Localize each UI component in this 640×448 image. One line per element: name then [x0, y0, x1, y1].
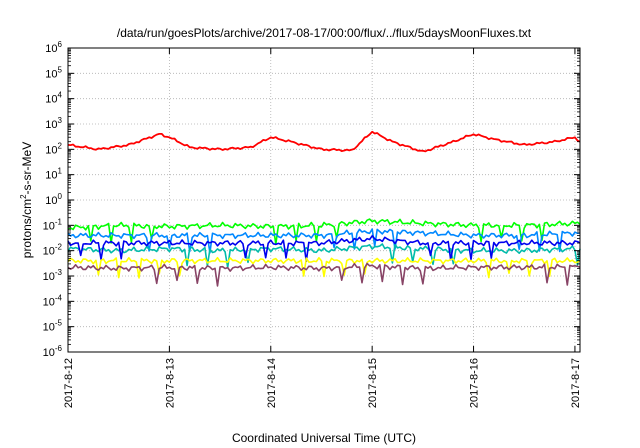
x-tick-label: 2017-8-15: [367, 358, 379, 408]
y-tick-label: 100: [45, 192, 62, 207]
y-tick-exp: 0: [58, 192, 63, 201]
y-tick-exp: 6: [58, 40, 63, 49]
y-tick-exp: -5: [55, 319, 63, 328]
x-tick-label: 2017-8-17: [570, 358, 582, 408]
y-tick-base: 10: [45, 68, 57, 80]
plot-border: [67, 47, 581, 353]
y-tick-label: 10-6: [43, 344, 63, 359]
x-tick-label: 2017-8-12: [63, 358, 75, 408]
y-tick-exp: 1: [58, 167, 63, 176]
y-axis-title: protons/cm2-s-sr-MeV: [19, 142, 34, 258]
series-line-5: [67, 256, 581, 279]
y-tick-label: 10-2: [43, 243, 63, 258]
y-tick-labels: 10610510410310210110010-110-210-310-410-…: [43, 40, 63, 359]
y-tick-exp: 5: [58, 65, 63, 74]
y-tick-base: 10: [43, 347, 55, 359]
series-line-6: [67, 262, 581, 287]
y-tick-label: 10-1: [43, 217, 63, 232]
y-tick-exp: 4: [58, 91, 63, 100]
x-tick-label: 2017-8-13: [164, 358, 176, 408]
x-tick-label: 2017-8-16: [469, 358, 481, 408]
y-axis-title-exp: 2: [19, 194, 28, 199]
y-tick-exp: 2: [58, 141, 63, 150]
series-line-0: [67, 130, 581, 153]
y-tick-base: 10: [43, 220, 55, 232]
y-tick-label: 104: [45, 91, 62, 106]
x-tick-label: 2017-8-14: [266, 358, 278, 408]
plot-frame: [67, 47, 581, 353]
y-tick-base: 10: [43, 322, 55, 334]
y-tick-label: 102: [45, 141, 62, 156]
chart-title: /data/run/goesPlots/archive/2017-08-17/0…: [117, 26, 532, 40]
series-line-2: [67, 228, 581, 254]
x-tick-labels: 2017-8-12 2017-8-13 2017-8-14 2017-8-15 2017…: [63, 358, 582, 408]
y-tick-label: 10-4: [43, 293, 63, 308]
y-tick-label: 10-5: [43, 319, 63, 334]
series-line-1: [67, 218, 581, 246]
y-tick-exp: -1: [55, 217, 63, 226]
y-tick-exp: -2: [55, 243, 63, 252]
y-tick-base: 10: [45, 94, 57, 106]
y-tick-label: 103: [45, 116, 62, 131]
y-tick-exp: -4: [55, 293, 63, 302]
y-tick-exp: -3: [55, 268, 63, 277]
y-axis-title-base: protons/cm: [20, 199, 34, 258]
x-axis-title: Coordinated Universal Time (UTC): [232, 431, 416, 445]
y-tick-exp: -6: [55, 344, 63, 353]
y-tick-base: 10: [45, 43, 57, 55]
y-tick-base: 10: [43, 246, 55, 258]
y-tick-label: 106: [45, 40, 62, 55]
y-tick-base: 10: [43, 296, 55, 308]
y-tick-exp: 3: [58, 116, 63, 125]
y-tick-label: 10-3: [43, 268, 63, 283]
y-tick-label: 105: [45, 65, 62, 80]
y-axis-title-tail: -s-sr-MeV: [20, 142, 34, 195]
y-tick-base: 10: [45, 170, 57, 182]
y-tick-label: 101: [45, 167, 62, 182]
y-tick-base: 10: [45, 119, 57, 131]
series-lines: [67, 130, 581, 287]
series-line-4: [67, 235, 581, 263]
y-tick-base: 10: [45, 144, 57, 156]
series-line-3: [67, 243, 581, 269]
y-tick-base: 10: [45, 195, 57, 207]
y-tick-base: 10: [43, 271, 55, 283]
